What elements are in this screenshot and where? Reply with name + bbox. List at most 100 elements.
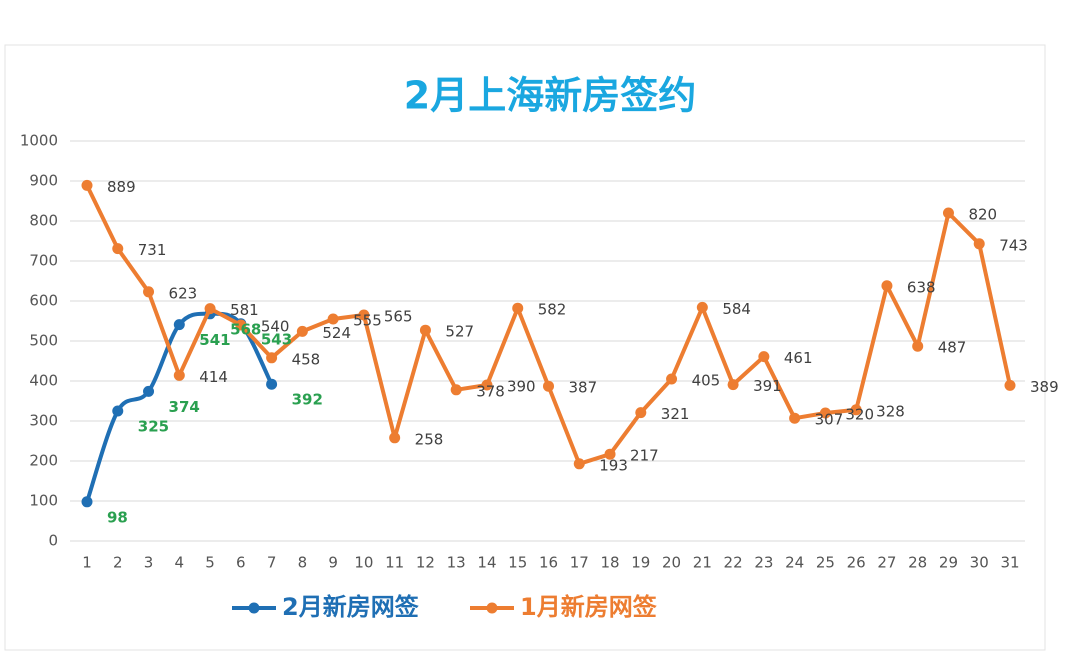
x-tick-label: 28 <box>908 554 927 572</box>
legend-label: 2月新房网签 <box>282 593 420 621</box>
data-point <box>481 379 493 391</box>
data-label: 307 <box>815 411 844 429</box>
data-label: 258 <box>415 430 444 448</box>
data-point <box>573 458 585 470</box>
data-label: 389 <box>1030 378 1059 396</box>
x-tick-label: 27 <box>877 554 896 572</box>
data-label: 731 <box>138 241 167 259</box>
x-tick-label: 4 <box>175 554 185 572</box>
data-point <box>204 303 216 315</box>
data-point <box>850 404 862 416</box>
x-tick-label: 21 <box>693 554 712 572</box>
data-point <box>543 380 554 392</box>
data-point <box>173 319 185 331</box>
data-label: 193 <box>599 456 628 474</box>
data-point <box>358 309 370 321</box>
y-tick-label: 600 <box>29 292 58 310</box>
data-label: 461 <box>784 349 813 367</box>
x-tick-label: 29 <box>939 554 958 572</box>
data-label: 527 <box>445 323 474 341</box>
data-label: 540 <box>261 318 290 336</box>
data-point <box>81 179 93 191</box>
x-tick-label: 16 <box>539 554 558 572</box>
y-tick-label: 500 <box>29 332 58 350</box>
y-tick-label: 700 <box>29 252 58 270</box>
data-point <box>266 352 278 364</box>
data-label: 565 <box>384 308 413 326</box>
y-tick-label: 200 <box>29 452 58 470</box>
data-label: 541 <box>199 331 230 349</box>
data-point <box>727 379 739 391</box>
data-label: 374 <box>169 398 200 416</box>
data-point <box>235 319 247 331</box>
x-tick-label: 26 <box>847 554 866 572</box>
data-label: 217 <box>630 447 659 465</box>
data-label: 390 <box>507 378 536 396</box>
data-point <box>604 448 616 460</box>
data-point <box>942 207 954 219</box>
data-point <box>112 405 124 417</box>
x-tick-label: 15 <box>508 554 527 572</box>
data-point <box>266 378 278 390</box>
x-tick-label: 2 <box>113 554 123 572</box>
legend-label: 1月新房网签 <box>520 593 658 621</box>
data-label: 743 <box>999 236 1028 254</box>
data-label: 487 <box>938 339 967 357</box>
data-label: 325 <box>138 418 169 436</box>
data-label: 405 <box>692 372 721 390</box>
x-tick-label: 14 <box>477 554 496 572</box>
data-label: 391 <box>753 377 782 395</box>
data-point <box>112 243 124 255</box>
y-tick-label: 300 <box>29 412 58 430</box>
data-point <box>173 369 185 381</box>
x-tick-label: 24 <box>785 554 804 572</box>
x-tick-label: 19 <box>631 554 650 572</box>
data-label: 321 <box>661 405 690 423</box>
data-point <box>912 340 924 352</box>
data-label: 555 <box>353 312 382 330</box>
data-point <box>143 385 155 397</box>
x-tick-label: 12 <box>416 554 435 572</box>
x-tick-label: 3 <box>144 554 154 572</box>
legend-marker <box>486 602 498 614</box>
x-tick-label: 5 <box>205 554 215 572</box>
data-point <box>1004 379 1016 391</box>
data-point <box>296 325 308 337</box>
x-tick-label: 18 <box>600 554 619 572</box>
x-tick-label: 30 <box>970 554 989 572</box>
x-tick-label: 9 <box>328 554 338 572</box>
x-tick-label: 20 <box>662 554 681 572</box>
data-label: 458 <box>292 350 321 368</box>
data-label: 582 <box>538 301 567 319</box>
data-label: 328 <box>876 402 905 420</box>
data-label: 320 <box>845 406 874 424</box>
y-tick-label: 0 <box>48 532 58 550</box>
data-label: 581 <box>230 301 259 319</box>
data-point <box>512 302 524 314</box>
data-point <box>758 351 770 363</box>
data-label: 638 <box>907 278 936 296</box>
y-tick-label: 800 <box>29 212 58 230</box>
legend-marker <box>248 602 260 614</box>
data-point <box>389 432 401 444</box>
x-tick-label: 13 <box>447 554 466 572</box>
x-tick-label: 10 <box>354 554 373 572</box>
data-label: 392 <box>292 391 323 409</box>
data-point <box>973 238 985 250</box>
data-point <box>81 496 93 508</box>
data-point <box>635 407 647 419</box>
x-tick-label: 1 <box>82 554 92 572</box>
data-point <box>143 286 155 298</box>
legend-item: 2月新房网签 <box>232 593 420 621</box>
y-tick-label: 100 <box>29 492 58 510</box>
data-label: 623 <box>169 284 198 302</box>
x-tick-label: 31 <box>1000 554 1019 572</box>
x-tick-label: 11 <box>385 554 404 572</box>
data-label: 98 <box>107 508 128 526</box>
data-label: 543 <box>261 330 292 348</box>
data-label: 568 <box>230 320 261 338</box>
data-point <box>789 412 801 424</box>
data-point <box>881 280 893 292</box>
data-point <box>696 301 708 313</box>
